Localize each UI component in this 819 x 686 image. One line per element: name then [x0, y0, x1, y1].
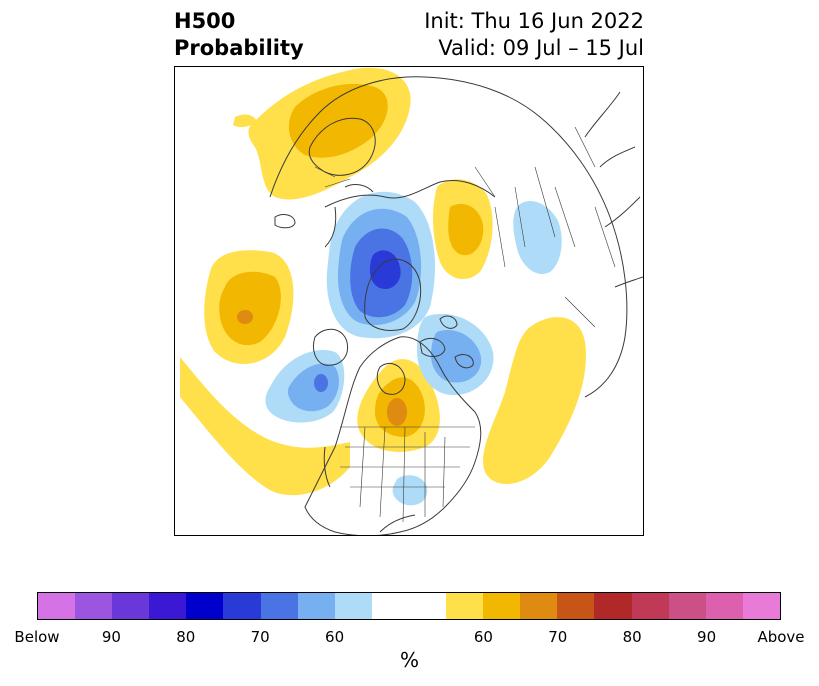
below-region-central-asia [513, 200, 562, 275]
colorbar-tick-label: 60 [325, 628, 345, 646]
colorbar-ticks: Below 90 80 70 60 60 70 80 90 Above [14, 628, 804, 646]
title-field-name: H500 [174, 9, 236, 33]
colorbar-tick-label: Below [14, 628, 60, 646]
colorbar-swatch [112, 593, 150, 619]
colorbar-swatch [446, 593, 484, 619]
probability-map [174, 66, 644, 536]
colorbar-swatch [483, 593, 521, 619]
colorbar-swatch [223, 593, 261, 619]
colorbar [37, 592, 781, 620]
above-region-canada-core [387, 398, 407, 426]
land-outlines [269, 76, 643, 535]
colorbar-tick-label: 70 [548, 628, 568, 646]
map-svg [180, 67, 643, 535]
colorbar-swatch [742, 593, 780, 619]
below-region-alaska-core [314, 374, 328, 392]
colorbar-tick-label: 80 [622, 628, 642, 646]
colorbar-tick-label: 90 [697, 628, 717, 646]
above-region-atlantic-inner [219, 271, 281, 346]
above-region-atlantic-core [237, 310, 253, 324]
colorbar-swatch [75, 593, 113, 619]
init-date: Init: Thu 16 Jun 2022 [424, 9, 644, 33]
above-region-pacific [483, 317, 586, 484]
colorbar-tick-label: Above [757, 628, 805, 646]
colorbar-swatch [371, 593, 409, 619]
colorbar-unit-label: % [399, 648, 419, 672]
colorbar-swatch [594, 593, 632, 619]
colorbar-swatch [186, 593, 224, 619]
colorbar-swatch [557, 593, 595, 619]
colorbar-swatch [38, 593, 76, 619]
colorbar-tick-label: 90 [101, 628, 121, 646]
colorbar-tick-label: 70 [250, 628, 270, 646]
border-lines [314, 126, 616, 523]
colorbar-swatch [149, 593, 187, 619]
colorbar-swatch [334, 593, 372, 619]
title-right: Init: Thu 16 Jun 2022 Valid: 09 Jul – 15… [424, 8, 644, 62]
title-field-kind: Probability [174, 36, 304, 60]
colorbar-swatch [705, 593, 743, 619]
above-region-subtropical-west [180, 357, 350, 496]
above-region-russia-inner [448, 203, 484, 256]
below-region-alaska-mid [287, 363, 339, 412]
colorbar-swatch [631, 593, 669, 619]
valid-range: Valid: 09 Jul – 15 Jul [438, 36, 644, 60]
colorbar-swatch [668, 593, 706, 619]
title-left: H500 Probability [174, 8, 304, 62]
colorbar-swatch [297, 593, 335, 619]
above-region-europe-tail [233, 114, 257, 128]
colorbar-tick-label: 80 [176, 628, 196, 646]
colorbar-swatch [408, 593, 447, 619]
colorbar-tick-label: 60 [473, 628, 493, 646]
colorbar-swatch [520, 593, 558, 619]
below-region-southeast-us [392, 475, 428, 506]
colorbar-swatch [260, 593, 298, 619]
